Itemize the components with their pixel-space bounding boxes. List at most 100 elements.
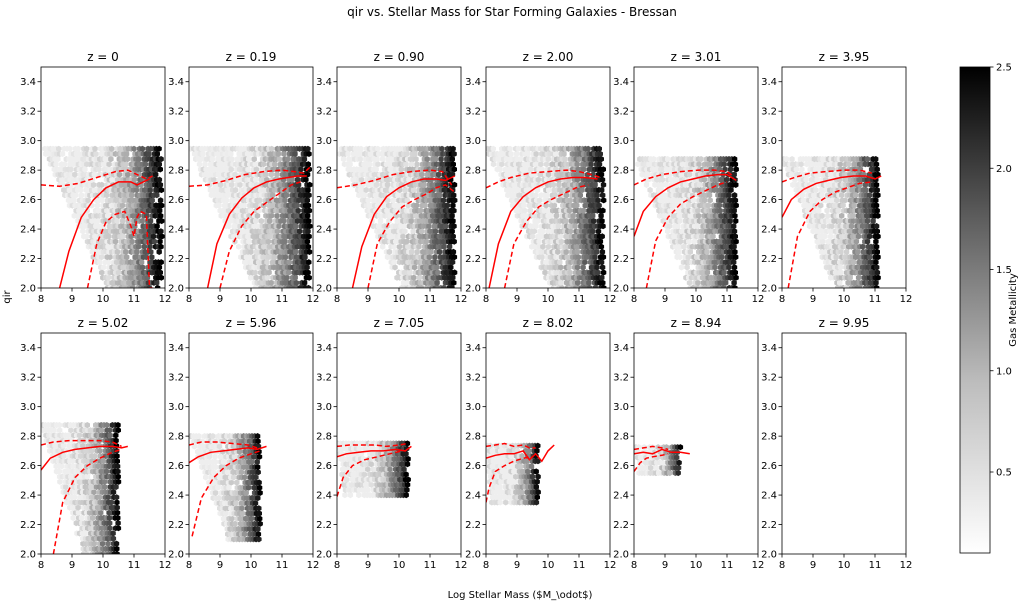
hexbin-cell [306,233,312,240]
hexbin-cell [450,145,456,152]
hexbin-cell [874,207,880,214]
hexbin-cell [80,442,86,449]
hexbin-cell [416,243,422,250]
hexbin-cell [731,264,738,271]
percentile-line [787,181,872,288]
hexbin-cell [873,223,880,230]
hexbin-cell [566,207,573,214]
y-tick-label: 3.4 [20,343,36,354]
hexbin-cell [447,243,453,250]
hexbin-cell [112,238,119,245]
hexbin-cell [102,483,108,491]
hexbin-cell [844,248,850,255]
hexbin-cell [75,504,81,511]
hexbin-cell [820,223,827,230]
hexbin-cell [598,243,605,250]
percentile-line [367,184,456,288]
hexbin-cell [139,217,145,225]
y-tick-label: 2.4 [465,225,481,236]
hexbin-cell [404,238,410,245]
hexbin-cell [365,197,371,204]
hexbin-cell [98,509,104,516]
hexbin-cell [294,202,300,209]
hexbin-cell [695,279,701,286]
hexbin-cell [158,243,164,250]
hexbin-cell [284,274,290,281]
hexbin-cell [710,233,716,240]
hexbin-cell [707,161,713,168]
hexbin-cell [256,536,262,543]
hexbin-cell [432,156,439,163]
hexbin-cell [705,202,711,209]
hexbin-cell [829,223,835,230]
hexbin-cell [695,207,701,214]
hexbin-cell [268,212,275,219]
hexbin-cell [677,217,683,225]
hexbin-cell [73,192,79,199]
subplot: 8 9 10 11 122.02.22.42.62.83.03.23.4z = 3.01 [613,50,764,305]
percentile-line [86,210,153,288]
hexbin-cell [139,259,145,266]
hexbin-cell [551,202,558,209]
hexbin-cell [396,243,403,250]
hexbin-cell [595,269,601,276]
hexbin-cell [873,243,880,250]
hexbin-cell [51,427,57,434]
hexbin-cell [686,238,692,245]
hexbin-cell [449,156,455,163]
hexbin-cell [282,254,289,261]
hexbin-cell [706,192,713,199]
hexbin-cell [136,243,142,250]
hexbin-cell [225,207,232,214]
hexbin-cell [508,150,514,157]
hexbin-cell [292,274,298,281]
hexbin-cell [276,223,282,230]
median-line [206,175,307,288]
hexbin-cell [556,181,562,188]
hexbin-cell [373,181,380,188]
hexbin-cell [411,264,418,271]
hexbin-cell [85,197,91,204]
hexbin-cell [684,264,690,271]
hexbin-cell [89,176,96,183]
x-tick-label: 11 [869,294,882,305]
hexbin-cell [540,243,546,250]
hexbin-cell [417,207,424,214]
x-tick-label: 8 [38,294,44,305]
hexbin-cell [302,254,308,261]
hexbin-cell [274,212,280,219]
y-tick-label: 3.0 [613,136,629,147]
hexbin-cell [407,269,413,276]
hexbin-cell [83,550,90,554]
hexbin-cell [239,505,245,512]
hexbin-cell [600,207,606,214]
median-line [41,445,128,471]
hexbin-cell [727,166,734,173]
hexbin-cell [400,233,406,240]
hexbin-cell [545,243,552,250]
hexbin-cell [555,248,561,255]
hexbin-cell [156,161,162,168]
hexbin-cell [799,166,805,173]
hexbin-cell [104,422,110,429]
hexbin-cell [105,212,111,219]
hexbin-cell [305,186,311,194]
hexbin-cell [647,186,653,194]
hexbin-cell [228,166,234,173]
hexbin-cell [305,212,311,219]
hexbin-cell [793,166,799,173]
hexbin-cell [732,269,738,276]
hexbin-cell [125,156,131,163]
hexbin-cell [434,264,440,271]
hexbin-cell [92,145,98,152]
hexbin-cell [286,259,292,266]
x-tick-label: 11 [721,294,734,305]
hexbin-cell [403,161,409,168]
y-tick-label: 3.0 [465,136,481,147]
hexbin-cell [732,284,738,288]
x-tick-label: 9 [69,294,75,305]
hexbin-cell [293,223,299,230]
hexbin-cell [599,233,605,240]
hexbin-cell [596,145,602,152]
hexbin-cell [428,248,434,255]
